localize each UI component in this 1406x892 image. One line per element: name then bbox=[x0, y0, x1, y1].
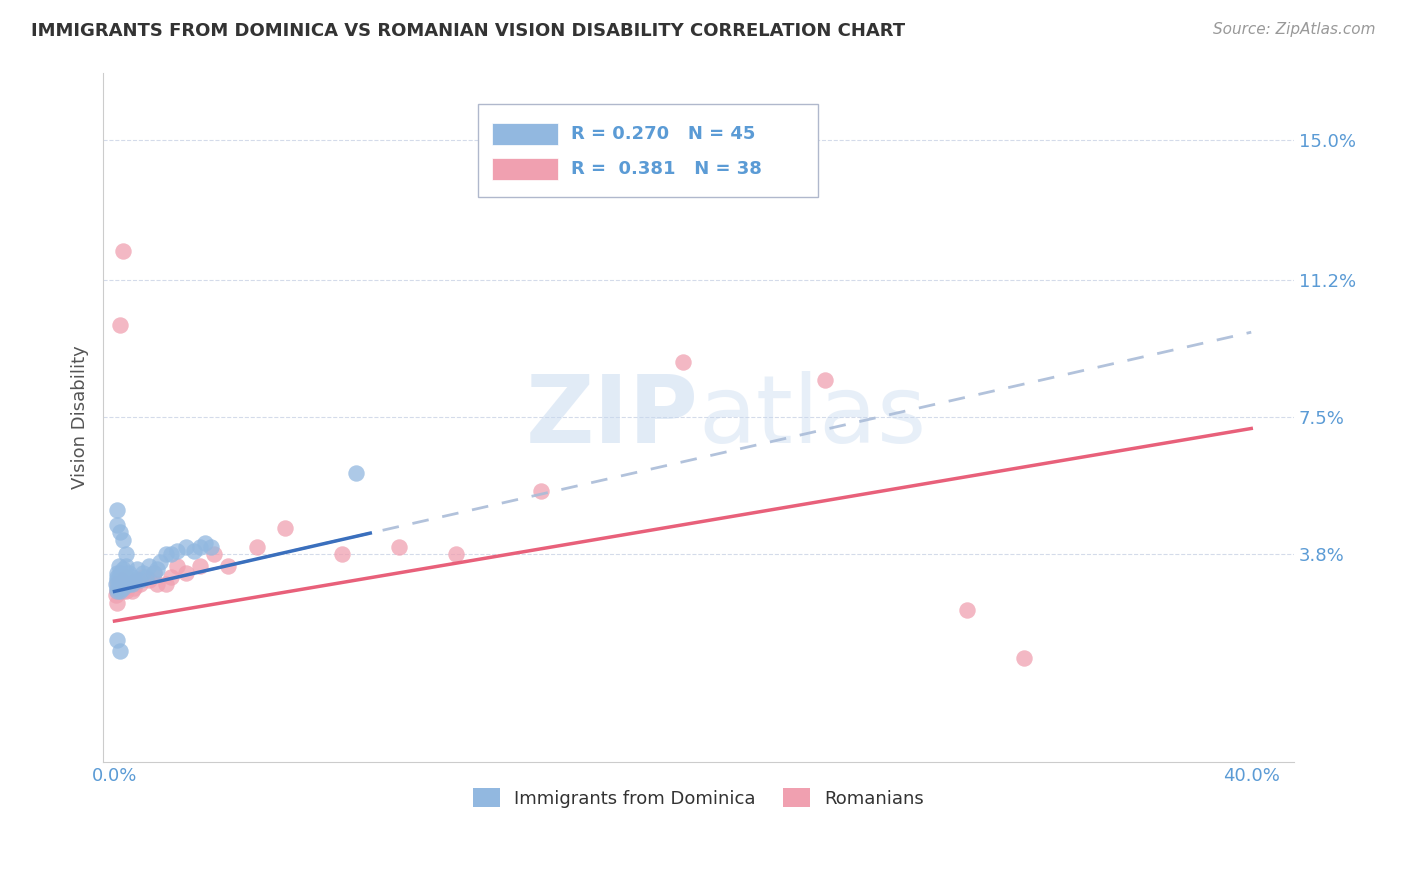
Point bbox=[174, 540, 197, 554]
Point bbox=[217, 558, 239, 573]
Text: Source: ZipAtlas.com: Source: ZipAtlas.com bbox=[1212, 22, 1375, 37]
Point bbox=[672, 355, 695, 369]
Point bbox=[202, 548, 225, 562]
Point bbox=[143, 566, 166, 580]
Point bbox=[132, 569, 155, 583]
Point bbox=[129, 577, 152, 591]
Point bbox=[118, 577, 141, 591]
Point bbox=[814, 373, 837, 387]
Point bbox=[188, 558, 211, 573]
Point bbox=[344, 466, 367, 480]
Point bbox=[174, 566, 197, 580]
Point bbox=[108, 525, 131, 540]
Point bbox=[155, 548, 177, 562]
Point bbox=[107, 558, 129, 573]
Point bbox=[245, 540, 267, 554]
Point bbox=[200, 540, 222, 554]
Point bbox=[105, 574, 128, 588]
Text: IMMIGRANTS FROM DOMINICA VS ROMANIAN VISION DISABILITY CORRELATION CHART: IMMIGRANTS FROM DOMINICA VS ROMANIAN VIS… bbox=[31, 22, 905, 40]
Point bbox=[105, 566, 128, 580]
Point bbox=[444, 548, 467, 562]
Point bbox=[115, 548, 138, 562]
Point bbox=[108, 574, 131, 588]
Point bbox=[105, 632, 128, 647]
Point bbox=[111, 562, 134, 576]
Point bbox=[1012, 651, 1035, 665]
Point bbox=[104, 577, 127, 591]
Point bbox=[166, 558, 188, 573]
Point bbox=[108, 577, 131, 591]
Point bbox=[108, 574, 131, 588]
Point bbox=[127, 574, 149, 588]
Point bbox=[160, 548, 183, 562]
Point bbox=[115, 558, 138, 573]
Point bbox=[108, 643, 131, 657]
Point bbox=[127, 562, 149, 576]
Point bbox=[143, 566, 166, 580]
Point bbox=[183, 543, 205, 558]
Point bbox=[135, 569, 157, 583]
Point bbox=[274, 521, 297, 535]
Point bbox=[105, 581, 128, 595]
Point bbox=[108, 566, 131, 580]
Point bbox=[108, 584, 131, 599]
Point bbox=[118, 577, 141, 591]
Point bbox=[105, 584, 128, 599]
Text: atlas: atlas bbox=[699, 371, 927, 463]
Point bbox=[146, 577, 169, 591]
Point bbox=[105, 569, 128, 583]
Point bbox=[146, 562, 169, 576]
Point bbox=[111, 581, 134, 595]
FancyBboxPatch shape bbox=[478, 104, 817, 197]
Point bbox=[118, 566, 141, 580]
FancyBboxPatch shape bbox=[492, 123, 558, 145]
Point bbox=[108, 581, 131, 595]
Point bbox=[166, 543, 188, 558]
Point bbox=[194, 536, 217, 550]
Point bbox=[121, 569, 143, 583]
Text: R = 0.270   N = 45: R = 0.270 N = 45 bbox=[571, 125, 755, 144]
Point bbox=[105, 503, 128, 517]
Point bbox=[121, 584, 143, 599]
Point bbox=[149, 555, 172, 569]
Text: ZIP: ZIP bbox=[526, 371, 699, 463]
Point bbox=[124, 581, 146, 595]
Point bbox=[388, 540, 411, 554]
Point bbox=[108, 318, 131, 332]
Point bbox=[105, 577, 128, 591]
Point bbox=[105, 517, 128, 532]
Y-axis label: Vision Disability: Vision Disability bbox=[72, 345, 89, 489]
Point bbox=[111, 584, 134, 599]
Legend: Immigrants from Dominica, Romanians: Immigrants from Dominica, Romanians bbox=[465, 780, 931, 814]
Point bbox=[155, 577, 177, 591]
Point bbox=[330, 548, 353, 562]
Point bbox=[129, 574, 152, 588]
Point bbox=[111, 577, 134, 591]
Point bbox=[138, 574, 160, 588]
Point bbox=[115, 574, 138, 588]
Point bbox=[530, 484, 553, 499]
Point bbox=[105, 584, 128, 599]
Point bbox=[160, 569, 183, 583]
FancyBboxPatch shape bbox=[492, 158, 558, 180]
Point bbox=[111, 569, 134, 583]
Point bbox=[111, 244, 134, 258]
Point bbox=[138, 558, 160, 573]
Point bbox=[105, 595, 128, 609]
Point bbox=[111, 533, 134, 547]
Point bbox=[132, 566, 155, 580]
Point bbox=[115, 569, 138, 583]
Point bbox=[188, 540, 211, 554]
Point bbox=[115, 584, 138, 599]
Point bbox=[104, 588, 127, 602]
Point bbox=[124, 574, 146, 588]
Text: R =  0.381   N = 38: R = 0.381 N = 38 bbox=[571, 160, 762, 178]
Point bbox=[121, 577, 143, 591]
Point bbox=[956, 603, 979, 617]
